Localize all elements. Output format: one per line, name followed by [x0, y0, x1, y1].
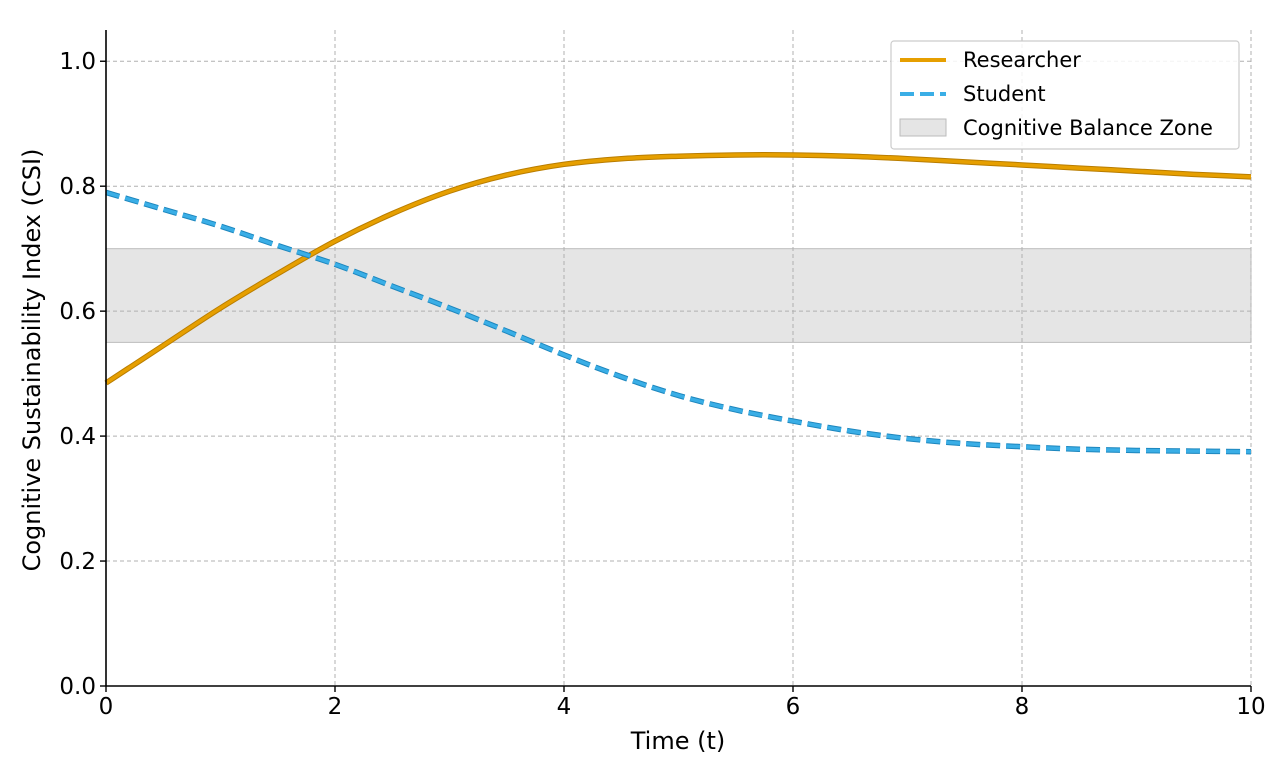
- series-layer: [104, 152, 1252, 455]
- ticks-layer: 0 2 4 6 8 10 0.0 0.2 0.4 0.6 0.8 1.0: [59, 49, 1265, 720]
- series-researcher-line: [105, 153, 1252, 385]
- x-axis-label: Time (t): [630, 727, 726, 755]
- balance-zone-band: [105, 248, 1252, 343]
- y-tick-label: 0.6: [59, 299, 96, 325]
- series-student-line: [105, 190, 1252, 454]
- y-tick-label: 0.0: [59, 674, 96, 700]
- x-tick-label: 4: [557, 694, 572, 720]
- x-tick-label: 2: [328, 694, 343, 720]
- legend-band-swatch: [899, 118, 947, 137]
- legend-researcher-label: Researcher: [963, 48, 1081, 72]
- y-tick-label: 0.8: [59, 174, 96, 200]
- x-tick-label: 8: [1015, 694, 1030, 720]
- y-tick-label: 0.4: [59, 424, 96, 450]
- x-tick-label: 0: [99, 694, 114, 720]
- grid-layer: [106, 30, 1252, 686]
- x-tick-label: 6: [786, 694, 801, 720]
- legend-student-label: Student: [963, 82, 1046, 106]
- legend-band-label: Cognitive Balance Zone: [963, 116, 1213, 140]
- y-tick-label: 1.0: [59, 49, 96, 75]
- band-layer: [105, 248, 1252, 343]
- x-tick-label: 10: [1236, 694, 1265, 720]
- y-tick-label: 0.2: [59, 549, 96, 575]
- y-axis-label: Cognitive Sustainability Index (CSI): [18, 149, 46, 572]
- legend: Researcher Student Cognitive Balance Zon…: [890, 40, 1240, 150]
- axes-layer: [105, 30, 1251, 687]
- legend-box: [890, 40, 1240, 150]
